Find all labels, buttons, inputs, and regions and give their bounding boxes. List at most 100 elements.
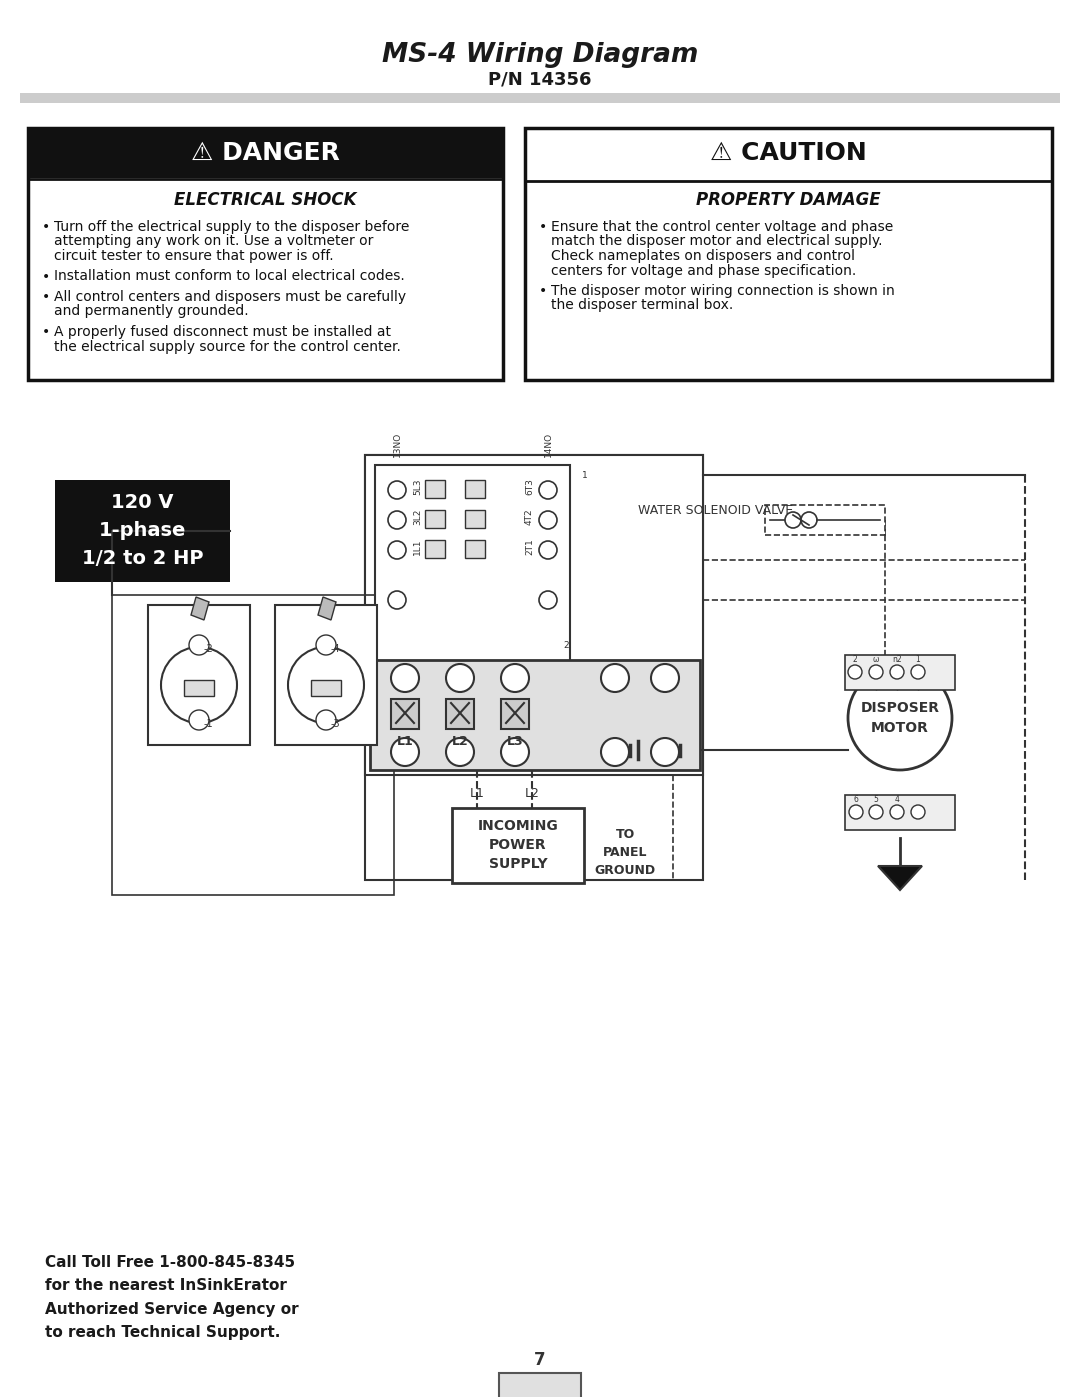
Text: the disposer terminal box.: the disposer terminal box. [551, 299, 733, 313]
Bar [426, 541, 445, 557]
Bar [55, 481, 230, 583]
Circle shape [501, 738, 529, 766]
Circle shape [501, 664, 529, 692]
Text: circuit tester to ensure that power is off.: circuit tester to ensure that power is o… [54, 249, 334, 263]
Text: ELECTRICAL SHOCK: ELECTRICAL SHOCK [174, 191, 356, 210]
Text: 6T3: 6T3 [525, 479, 534, 496]
Text: WATER SOLENOID VALVE: WATER SOLENOID VALVE [638, 504, 793, 517]
Bar [501, 698, 529, 729]
Circle shape [600, 738, 629, 766]
Circle shape [869, 665, 883, 679]
Circle shape [316, 710, 336, 731]
Text: L1: L1 [470, 787, 485, 800]
Bar [365, 455, 703, 880]
Bar [426, 510, 445, 528]
Circle shape [849, 805, 863, 819]
Text: L3: L3 [507, 735, 524, 747]
Circle shape [161, 647, 237, 724]
Bar [525, 129, 1052, 380]
Circle shape [388, 541, 406, 559]
Text: A properly fused disconnect must be installed at: A properly fused disconnect must be inst… [54, 326, 391, 339]
Text: Check nameplates on disposers and control: Check nameplates on disposers and contro… [551, 249, 855, 263]
Circle shape [848, 666, 951, 770]
Text: 3L2: 3L2 [413, 509, 422, 525]
Text: •: • [539, 219, 548, 235]
Bar [465, 541, 485, 557]
Bar [765, 504, 885, 535]
Text: •: • [42, 219, 51, 235]
Text: 1: 1 [916, 655, 920, 665]
Bar [845, 795, 955, 830]
Circle shape [912, 805, 924, 819]
Circle shape [785, 511, 801, 528]
Text: ω: ω [873, 655, 879, 665]
Bar [426, 481, 445, 497]
Circle shape [189, 710, 210, 731]
Polygon shape [318, 597, 336, 620]
Circle shape [446, 738, 474, 766]
Circle shape [388, 511, 406, 529]
Text: 2: 2 [852, 655, 858, 665]
Text: 13NO: 13NO [392, 432, 402, 457]
Bar [28, 129, 503, 380]
Text: -3: -3 [330, 719, 340, 729]
Text: 2: 2 [563, 640, 569, 650]
Circle shape [388, 481, 406, 499]
Text: •: • [539, 284, 548, 298]
Bar [499, 1373, 581, 1397]
Text: 1: 1 [582, 471, 588, 479]
Bar [465, 481, 485, 497]
Text: Turn off the electrical supply to the disposer before: Turn off the electrical supply to the di… [54, 219, 409, 235]
Circle shape [388, 591, 406, 609]
Circle shape [912, 665, 924, 679]
Circle shape [189, 636, 210, 655]
Circle shape [801, 511, 816, 528]
Text: •: • [42, 270, 51, 284]
Text: Call Toll Free 1-800-845-8345
for the nearest InSinkErator
Authorized Service Ag: Call Toll Free 1-800-845-8345 for the ne… [45, 1255, 299, 1340]
Text: The disposer motor wiring connection is shown in: The disposer motor wiring connection is … [551, 284, 894, 298]
Text: All control centers and disposers must be carefully: All control centers and disposers must b… [54, 291, 406, 305]
Text: L2: L2 [451, 735, 469, 747]
Circle shape [316, 636, 336, 655]
Bar [184, 680, 214, 696]
Text: •: • [42, 291, 51, 305]
Text: PROPERTY DAMAGE: PROPERTY DAMAGE [697, 191, 881, 210]
Text: P/N 14356: P/N 14356 [488, 71, 592, 89]
Circle shape [391, 664, 419, 692]
Text: and permanently grounded.: and permanently grounded. [54, 305, 248, 319]
Circle shape [869, 805, 883, 819]
Bar [453, 807, 584, 883]
Polygon shape [878, 866, 922, 890]
Circle shape [651, 738, 679, 766]
Bar [21, 94, 1059, 103]
Text: -4: -4 [330, 644, 340, 654]
Circle shape [600, 664, 629, 692]
Text: -1: -1 [204, 719, 214, 729]
Text: L2: L2 [525, 787, 539, 800]
Bar [28, 129, 503, 177]
Text: INCOMING
POWER
SUPPLY: INCOMING POWER SUPPLY [477, 819, 558, 872]
Bar [845, 655, 955, 690]
Text: match the disposer motor and electrical supply.: match the disposer motor and electrical … [551, 235, 882, 249]
Circle shape [848, 665, 862, 679]
Text: 4T2: 4T2 [525, 509, 534, 525]
Circle shape [539, 511, 557, 529]
Bar [275, 605, 377, 745]
Text: •: • [42, 326, 51, 339]
Text: L1: L1 [396, 735, 414, 747]
Text: centers for voltage and phase specification.: centers for voltage and phase specificat… [551, 264, 856, 278]
Text: 1L1: 1L1 [413, 539, 422, 555]
Text: Installation must conform to local electrical codes.: Installation must conform to local elect… [54, 270, 405, 284]
Bar [365, 455, 703, 775]
Text: MS-4 Wiring Diagram: MS-4 Wiring Diagram [382, 42, 698, 68]
Circle shape [539, 541, 557, 559]
Text: 5L3: 5L3 [413, 479, 422, 496]
Circle shape [539, 481, 557, 499]
Text: 14NO: 14NO [543, 432, 553, 457]
Text: 5: 5 [874, 795, 878, 805]
Text: 120 V
1-phase
1/2 to 2 HP: 120 V 1-phase 1/2 to 2 HP [82, 493, 203, 569]
Text: -2: -2 [204, 644, 214, 654]
Circle shape [446, 664, 474, 692]
Text: n2: n2 [892, 655, 902, 665]
Bar [148, 605, 249, 745]
